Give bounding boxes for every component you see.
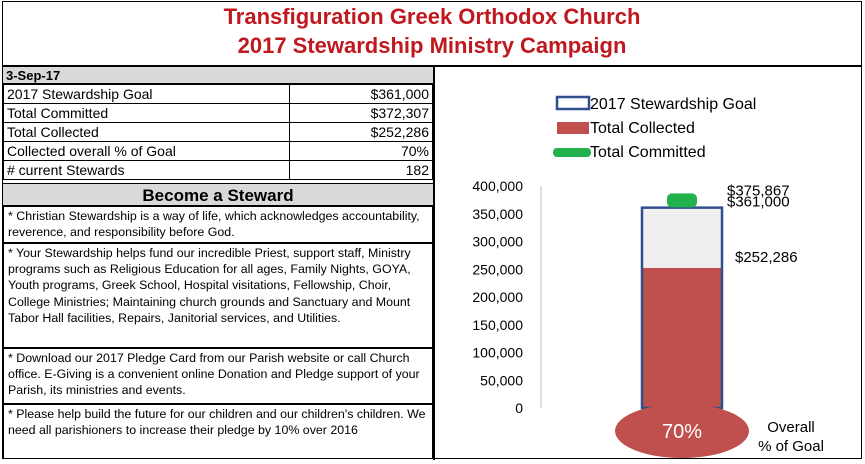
chart-legend: 2017 Stewardship Goal Total Collected To… bbox=[553, 95, 756, 161]
table-row: # current Stewards 182 bbox=[3, 160, 433, 180]
y-axis: 0 50,000 100,000 150,000 200,000 250,000 300,0… bbox=[472, 178, 542, 416]
legend-committed-label: Total Committed bbox=[590, 144, 706, 161]
y-tick-label: 200,000 bbox=[472, 289, 523, 305]
collected-bar bbox=[642, 267, 722, 416]
y-tick-label: 400,000 bbox=[472, 178, 523, 194]
y-tick-label: 0 bbox=[515, 400, 523, 416]
legend-collected-label: Total Collected bbox=[590, 120, 695, 137]
summary-table: 2017 Stewardship Goal $361,000 Total Com… bbox=[3, 84, 433, 180]
legend-goal-swatch bbox=[555, 95, 591, 111]
y-tick-label: 300,000 bbox=[472, 234, 523, 250]
legend-goal-label: 2017 Stewardship Goal bbox=[590, 96, 756, 113]
table-row: Total Collected $252,286 bbox=[3, 122, 433, 142]
table-row: 2017 Stewardship Goal $361,000 bbox=[3, 84, 433, 104]
percent-of-goal-label: 70% bbox=[662, 421, 702, 443]
become-steward-heading: Become a Steward bbox=[3, 183, 433, 206]
percent-caption-overall: Overall bbox=[767, 419, 815, 436]
row-label: Total Committed bbox=[3, 103, 290, 123]
row-value: $372,307 bbox=[289, 103, 433, 123]
committed-marker bbox=[667, 193, 697, 208]
collected-value-label: $252,286 bbox=[735, 249, 798, 266]
page-header: Transfiguration Greek Orthodox Church 20… bbox=[3, 2, 861, 67]
note-stewardship-way-of-life: * Christian Stewardship is a way of life… bbox=[3, 206, 433, 243]
y-tick-label: 250,000 bbox=[472, 261, 523, 277]
note-pledge-card: * Download our 2017 Pledge Card from our… bbox=[3, 348, 433, 404]
percent-caption-of-goal: % of Goal bbox=[758, 438, 824, 455]
note-stewardship-funds: * Your Stewardship helps fund our incred… bbox=[3, 243, 433, 348]
legend-collected-swatch bbox=[557, 122, 589, 134]
campaign-title: 2017 Stewardship Ministry Campaign bbox=[237, 33, 627, 58]
y-tick-label: 350,000 bbox=[472, 206, 523, 222]
y-tick-label: 100,000 bbox=[472, 345, 523, 361]
row-label: 2017 Stewardship Goal bbox=[3, 84, 290, 104]
row-value: 182 bbox=[289, 160, 433, 180]
committed-value-label: $375,867 bbox=[727, 182, 790, 199]
row-label: Collected overall % of Goal bbox=[3, 141, 290, 161]
row-label: Total Collected bbox=[3, 122, 290, 142]
note-future-children: * Please help build the future for our c… bbox=[3, 404, 433, 459]
goal-value-label: $361,000 bbox=[727, 194, 790, 211]
thermometer-chart: 2017 Stewardship Goal Total Collected To… bbox=[472, 95, 824, 458]
thermometer-bulb bbox=[615, 404, 749, 458]
plot-area: 70% Overall % of Goal $375,867$361,000 $252,… bbox=[615, 182, 824, 458]
row-value: $361,000 bbox=[289, 84, 433, 104]
thermometer-chart-panel: 2017 Stewardship Goal Total Collected To… bbox=[435, 66, 861, 459]
legend-committed-swatch bbox=[553, 148, 591, 157]
table-row: Total Committed $372,307 bbox=[3, 103, 433, 123]
row-value: $252,286 bbox=[289, 122, 433, 142]
table-row: Collected overall % of Goal 70% bbox=[3, 141, 433, 161]
row-value: 70% bbox=[289, 141, 433, 161]
church-title: Transfiguration Greek Orthodox Church bbox=[223, 4, 641, 29]
y-tick-label: 50,000 bbox=[480, 372, 523, 388]
row-label: # current Stewards bbox=[3, 160, 290, 180]
report-date: 3-Sep-17 bbox=[3, 67, 433, 84]
y-tick-label: 150,000 bbox=[472, 317, 523, 333]
column-divider bbox=[433, 66, 435, 460]
